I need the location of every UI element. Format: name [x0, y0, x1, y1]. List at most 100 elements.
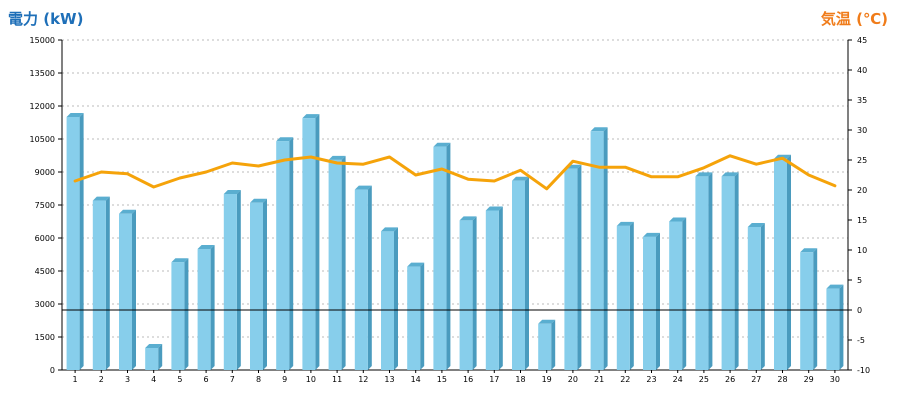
bar — [512, 180, 525, 370]
x-tick-label: 10 — [306, 375, 316, 384]
temperature-line — [73, 154, 837, 191]
y-left-tick-label: 7500 — [35, 201, 55, 210]
bar — [223, 194, 237, 370]
bar-side — [839, 284, 844, 370]
bar-top — [800, 248, 818, 253]
bar-side — [184, 258, 189, 370]
bar — [774, 158, 787, 370]
bar — [538, 323, 552, 370]
x-tick-label: 22 — [620, 375, 630, 384]
bar-top — [826, 284, 844, 289]
y-right-tick-label: 5 — [857, 276, 862, 285]
bar-top — [354, 185, 372, 190]
bar — [276, 141, 290, 370]
bar-side — [367, 185, 372, 370]
bar-side — [656, 232, 660, 370]
bar-side — [498, 206, 503, 370]
bar — [433, 146, 447, 370]
bar-side — [787, 154, 791, 370]
right-axis-title: 気温 (℃) — [820, 10, 888, 28]
bar-side — [236, 190, 241, 370]
bar — [695, 176, 709, 370]
bar — [145, 348, 159, 370]
y-left-tick-label: 10500 — [30, 135, 55, 144]
bar — [302, 118, 316, 370]
bar-top — [276, 137, 294, 142]
bar — [171, 262, 185, 370]
bar — [92, 200, 106, 370]
x-tick-label: 19 — [542, 375, 552, 384]
bar-top — [590, 127, 608, 132]
y-left-tick-label: 4500 — [35, 267, 55, 276]
bar — [250, 202, 263, 370]
x-tick-label: 24 — [673, 375, 683, 384]
bar-side — [132, 209, 136, 370]
bar-top — [485, 206, 503, 211]
bar — [564, 168, 578, 370]
y-right-tick-label: 10 — [857, 246, 867, 255]
y-left-tick-label: 1500 — [35, 333, 55, 342]
y-left-tick-label: 13500 — [30, 69, 55, 78]
bar-side — [472, 216, 477, 370]
bar-side — [341, 155, 346, 370]
bar — [669, 221, 683, 370]
x-tick-label: 12 — [358, 375, 368, 384]
y-left-tick-label: 0 — [50, 366, 55, 375]
bar-top — [223, 190, 241, 194]
x-tick-label: 2 — [99, 375, 104, 384]
bar-top — [433, 142, 451, 147]
x-tick-label: 21 — [594, 375, 604, 384]
x-tick-label: 14 — [411, 375, 421, 384]
bar — [485, 210, 499, 370]
y-left-tick-label: 3000 — [35, 300, 55, 309]
bar — [721, 176, 735, 370]
bar-side — [551, 319, 556, 370]
x-tick-label: 20 — [568, 375, 578, 384]
x-tick-label: 17 — [489, 375, 499, 384]
bar-top — [381, 227, 398, 232]
x-tick-label: 1 — [73, 375, 78, 384]
bar — [747, 227, 761, 370]
bar-side — [813, 248, 818, 370]
y-right-tick-label: 15 — [857, 216, 867, 225]
y-left-tick-label: 12000 — [30, 102, 55, 111]
bar-side — [79, 113, 84, 370]
bar-side — [734, 172, 739, 370]
y-left-tick-label: 6000 — [35, 234, 55, 243]
y-right-tick-label: 45 — [857, 36, 867, 45]
bar-top — [721, 172, 739, 177]
bar-top — [538, 319, 556, 324]
bar-top — [119, 209, 136, 214]
bar-side — [760, 223, 765, 370]
y-right-tick-label: 30 — [857, 126, 867, 135]
bar-side — [525, 176, 529, 370]
x-tick-label: 27 — [751, 375, 761, 384]
bar-top — [302, 114, 320, 119]
bar-side — [629, 221, 634, 370]
x-tick-label: 5 — [177, 375, 182, 384]
bar-side — [682, 217, 687, 370]
bar — [616, 225, 630, 370]
x-tick-label: 6 — [204, 375, 209, 384]
bar-top — [145, 344, 163, 348]
bar — [407, 266, 421, 370]
bar — [826, 288, 840, 370]
y-right-tick-label: -5 — [857, 336, 865, 345]
y-right-tick-label: 25 — [857, 156, 867, 165]
bar-top — [695, 172, 713, 177]
x-tick-label: 7 — [230, 375, 235, 384]
bar-side — [263, 198, 267, 370]
y-right-tick-label: -10 — [857, 366, 870, 375]
bar-top — [250, 198, 267, 203]
x-tick-label: 16 — [463, 375, 473, 384]
x-tick-label: 8 — [256, 375, 261, 384]
x-tick-label: 11 — [332, 375, 342, 384]
x-tick-label: 29 — [804, 375, 814, 384]
bar — [66, 117, 80, 370]
x-tick-label: 9 — [282, 375, 287, 384]
x-tick-label: 25 — [699, 375, 709, 384]
bar — [354, 189, 368, 370]
bar — [643, 236, 656, 370]
